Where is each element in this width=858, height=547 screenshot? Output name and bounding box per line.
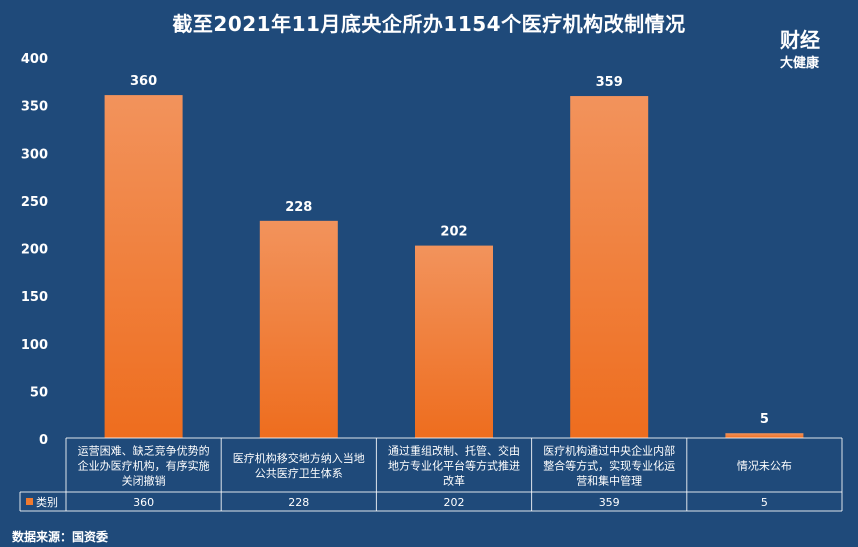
legend-series-name: 类别: [36, 495, 58, 509]
data-label: 359: [596, 75, 623, 90]
table-value: 5: [761, 496, 768, 509]
data-label: 5: [760, 412, 769, 427]
bar: [725, 433, 804, 438]
bar: [415, 245, 493, 438]
bar: [104, 95, 183, 438]
y-tick-label: 100: [21, 338, 48, 353]
data-label: 360: [130, 74, 157, 89]
logo-line2: 大健康: [780, 56, 820, 71]
brand-logo: 财经 大健康: [772, 18, 832, 78]
category-label: 情况未公布: [737, 460, 792, 473]
table-value: 359: [599, 496, 620, 509]
table-value: 202: [444, 496, 465, 509]
y-tick-label: 50: [30, 385, 48, 400]
category-label: 医疗机构通过中央企业内部整合等方式，实现专业化运营和集中管理: [543, 444, 675, 488]
data-source: 数据来源：国资委: [12, 530, 109, 544]
chart-title: 截至2021年11月底央企所办1154个医疗机构改制情况: [172, 12, 686, 36]
y-tick-label: 150: [21, 290, 48, 305]
y-tick-label: 0: [39, 433, 48, 448]
y-tick-label: 400: [21, 52, 48, 67]
legend-key: [26, 498, 33, 505]
table-value: 360: [133, 496, 154, 509]
y-tick-label: 200: [21, 243, 48, 258]
bar: [570, 96, 649, 439]
data-label: 228: [285, 200, 312, 215]
y-tick-label: 250: [21, 195, 48, 210]
category-label: 通过重组改制、托管、交由地方专业化平台等方式推进改革: [388, 444, 520, 488]
category-label: 运营困难、缺乏竞争优势的企业办医疗机构，有序实施关闭撤销: [78, 444, 210, 488]
bar: [259, 220, 338, 438]
category-label: 医疗机构移交地方纳入当地公共医疗卫生体系: [233, 451, 365, 480]
data-label: 202: [440, 225, 467, 240]
table-value: 228: [288, 496, 309, 509]
logo-line1: 财经: [780, 28, 820, 52]
y-tick-label: 300: [21, 147, 48, 162]
y-tick-label: 350: [21, 100, 48, 115]
